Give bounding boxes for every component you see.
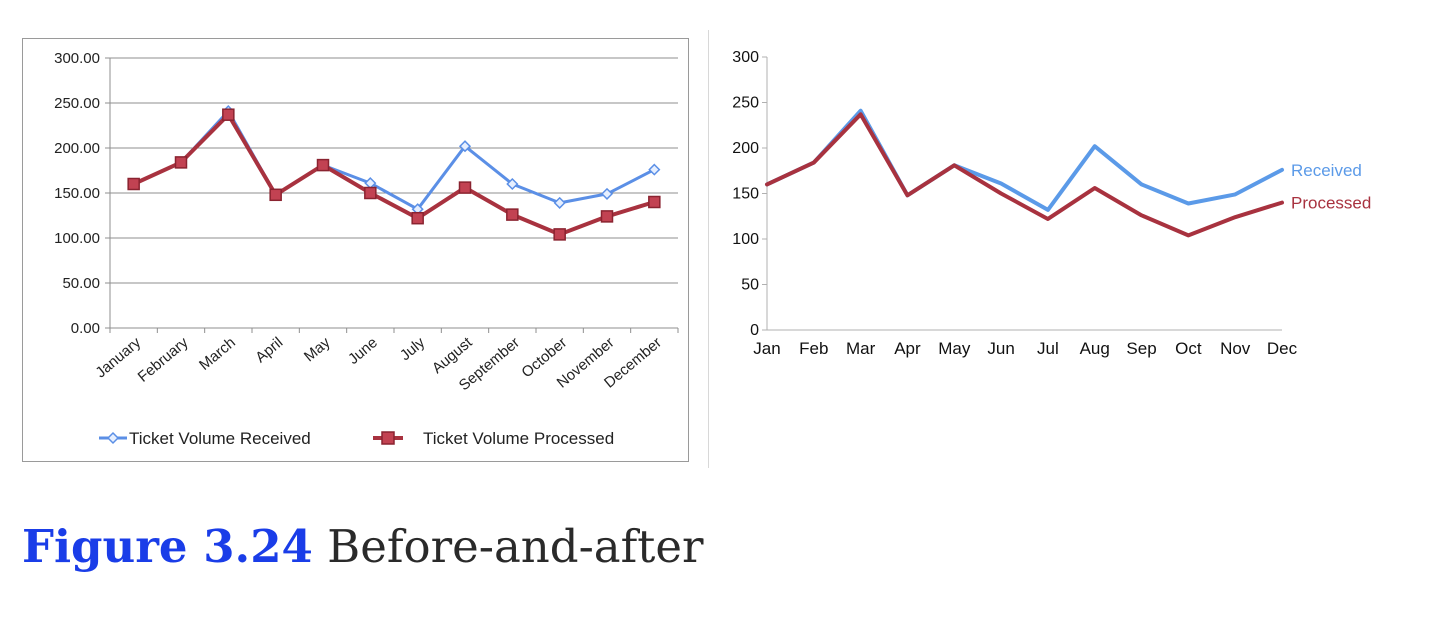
y-tick-label: 0 [750,322,759,339]
series-line-processed [765,112,1284,238]
y-tick-label: 200.00 [54,140,100,157]
y-tick-label: 250.00 [54,95,100,112]
x-tick-label: June [345,334,381,368]
figure-number: Figure 3.24 [22,520,313,573]
x-tick-label: March [196,334,239,374]
data-point-ticket-volume-processed [411,211,424,225]
x-tick-label: May [938,339,971,358]
x-tick-label: Sep [1126,339,1156,358]
y-tick-label: 150 [732,186,759,203]
x-tick-label: Apr [894,339,921,358]
data-point-ticket-volume-processed [364,186,377,200]
x-tick-label: July [397,334,429,364]
after-chart: 0 50 100 150 200 250 300 Jan Feb Mar Apr May Jun Jul A… [732,49,1371,358]
x-tick-label: Feb [799,339,828,358]
data-point-ticket-volume-received [648,163,661,176]
x-tick-label: Mar [846,339,876,358]
y-tick-label: 300.00 [54,50,100,67]
y-tick-label: 250 [732,95,759,112]
legend-marker-received [106,431,120,445]
direct-label-received: Received [1291,161,1362,180]
data-point-ticket-volume-processed [127,177,140,191]
data-point-ticket-volume-processed [269,188,282,202]
y-tick-label: 200 [732,140,759,157]
x-tick-label: Oct [1175,339,1202,358]
x-tick-label: April [252,334,286,366]
y-tick-label: 50.00 [62,275,100,292]
y-tick-label: 300 [732,49,759,66]
y-tick-label: 100.00 [54,230,100,247]
data-point-ticket-volume-processed [600,210,614,223]
data-point-ticket-volume-received [600,187,614,200]
series-line-ticket-volume-received [133,109,656,211]
after-chart-panel: 0 50 100 150 200 250 300 Jan Feb Mar Apr May Jun Jul A… [708,38,1428,468]
x-tick-label: Dec [1267,339,1298,358]
data-point-ticket-volume-processed [506,208,519,221]
data-point-ticket-volume-received [458,140,472,153]
y-tick-label: 150.00 [54,185,100,202]
y-tick-label: 0.00 [71,320,100,337]
x-tick-label: Jan [753,339,780,358]
x-tick-label: February [135,334,192,386]
data-point-ticket-volume-processed [458,181,472,194]
y-tick-label: 100 [732,231,759,248]
before-chart: 0.00 50.00 100.00 150.00 200.00 250.00 300.00 J… [54,50,679,448]
x-tick-label: May [301,334,334,366]
x-tick-label: Nov [1220,339,1251,358]
legend-label-received: Ticket Volume Received [129,429,311,448]
legend-label-processed: Ticket Volume Processed [423,429,614,448]
data-point-ticket-volume-processed [174,156,188,169]
panel-divider [708,30,709,468]
series-line-received [765,108,1284,212]
x-tick-label: Aug [1080,339,1110,358]
series-line-ticket-volume-processed [132,112,655,237]
y-tick-label: 50 [741,277,759,294]
data-point-ticket-volume-processed [222,108,235,121]
x-tick-label: Jun [987,339,1014,358]
data-point-ticket-volume-received [506,177,519,191]
legend-marker-processed [381,431,395,445]
x-tick-label: Jul [1037,339,1059,358]
direct-label-processed: Processed [1291,194,1371,213]
data-point-ticket-volume-processed [648,195,661,209]
data-point-ticket-volume-received [553,196,566,209]
before-chart-panel: 0.00 50.00 100.00 150.00 200.00 250.00 300.00 J… [22,38,689,462]
data-point-ticket-volume-processed [553,228,566,241]
figure-title: Before-and-after [327,520,704,573]
data-point-ticket-volume-processed [316,158,330,172]
figure-caption: Figure 3.24 Before-and-after [22,520,703,573]
